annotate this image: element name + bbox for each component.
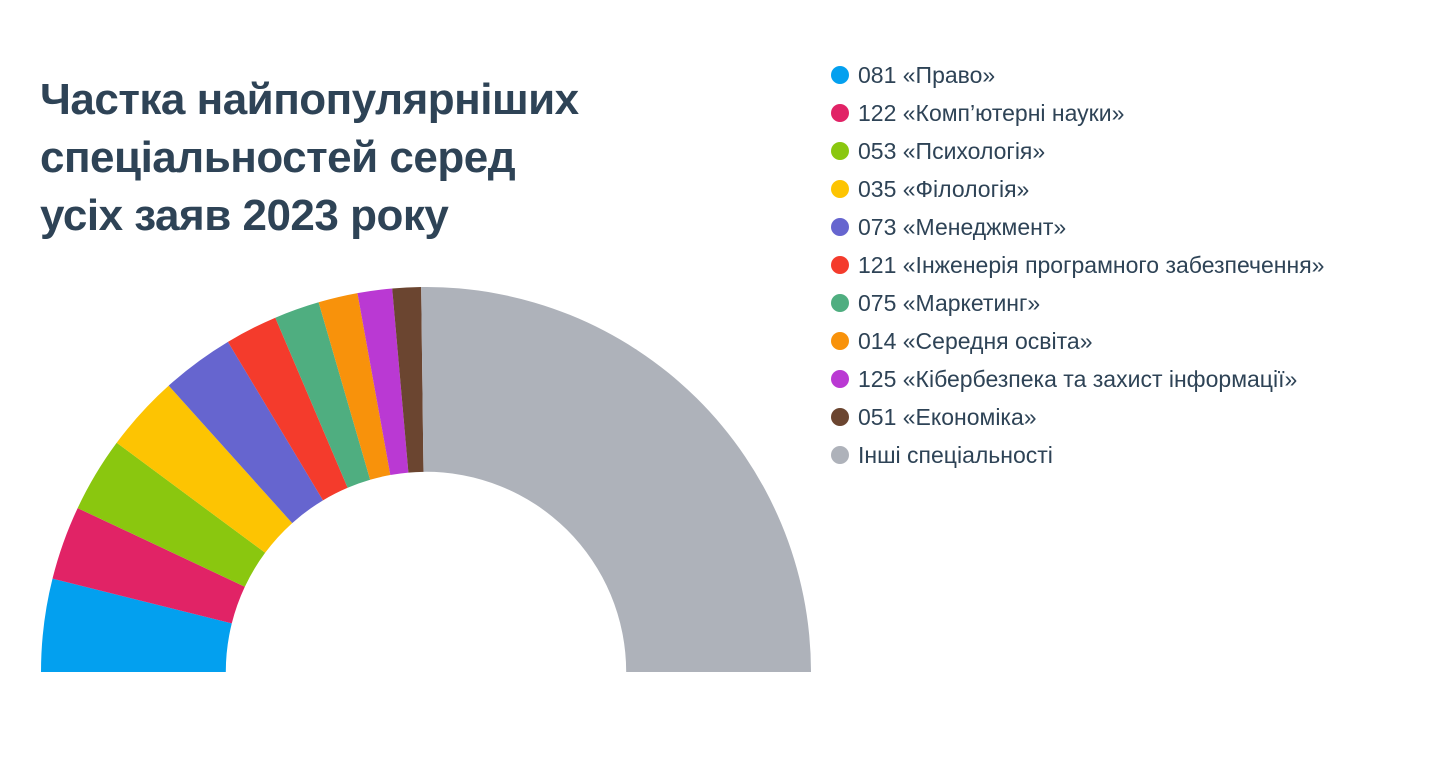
- legend-label: 035 «Філологія»: [858, 175, 1030, 202]
- chart-legend: 081 «Право» 122 «Комп’ютерні науки» 053 «П…: [831, 56, 1324, 474]
- legend-label: 081 «Право»: [858, 61, 996, 88]
- chart-segment-10: [392, 287, 424, 473]
- legend-item: 081 «Право»: [831, 56, 1324, 94]
- legend-item: 035 «Філологія»: [831, 170, 1324, 208]
- legend-label: 073 «Менеджмент»: [858, 213, 1067, 240]
- legend-item: 051 «Економіка»: [831, 398, 1324, 436]
- legend-label: 053 «Психологія»: [858, 137, 1046, 164]
- legend-item: 073 «Менеджмент»: [831, 208, 1324, 246]
- legend-label: 075 «Маркетинг»: [858, 289, 1041, 316]
- legend-item: 122 «Комп’ютерні науки»: [831, 94, 1324, 132]
- legend-item: 053 «Психологія»: [831, 132, 1324, 170]
- legend-swatch-icon: [831, 66, 849, 84]
- legend-item: 121 «Інженерія програмного забезпечення»: [831, 246, 1324, 284]
- chart-segment-1: [41, 578, 232, 672]
- legend-item: 075 «Маркетинг»: [831, 284, 1324, 322]
- legend-label: 051 «Економіка»: [858, 403, 1037, 430]
- chart-segment-2: [52, 508, 245, 624]
- chart-segment-5: [168, 341, 324, 524]
- chart-segment-9: [357, 288, 409, 475]
- half-donut-chart: [41, 287, 811, 672]
- chart-segment-3: [77, 442, 266, 587]
- chart-segment-6: [227, 317, 348, 501]
- legend-swatch-icon: [831, 294, 849, 312]
- legend-swatch-icon: [831, 446, 849, 464]
- legend-label: 014 «Середня освіта»: [858, 327, 1093, 354]
- chart-segment-4: [116, 385, 293, 553]
- legend-swatch-icon: [831, 408, 849, 426]
- page-title-line-2: спеціальностей серед: [40, 133, 516, 183]
- chart-segment-11: [421, 287, 811, 672]
- legend-swatch-icon: [831, 104, 849, 122]
- legend-swatch-icon: [831, 256, 849, 274]
- legend-swatch-icon: [831, 370, 849, 388]
- chart-segment-7: [275, 302, 371, 488]
- legend-label: 125 «Кібербезпека та захист інформації»: [858, 365, 1298, 392]
- page-title-line-3: усіх заяв 2023 року: [40, 191, 449, 241]
- legend-label: Інші спеціальності: [858, 441, 1053, 468]
- page-title: Частка найпопулярніших спеціальностей се…: [40, 71, 579, 245]
- legend-item: 014 «Середня освіта»: [831, 322, 1324, 360]
- legend-label: 122 «Комп’ютерні науки»: [858, 99, 1125, 126]
- legend-swatch-icon: [831, 332, 849, 350]
- page-title-line-1: Частка найпопулярніших: [40, 75, 579, 125]
- legend-item: 125 «Кібербезпека та захист інформації»: [831, 360, 1324, 398]
- legend-swatch-icon: [831, 142, 849, 160]
- chart-segment-8: [318, 293, 391, 480]
- legend-swatch-icon: [831, 218, 849, 236]
- legend-swatch-icon: [831, 180, 849, 198]
- legend-item: Інші спеціальності: [831, 436, 1324, 474]
- legend-label: 121 «Інженерія програмного забезпечення»: [858, 251, 1325, 278]
